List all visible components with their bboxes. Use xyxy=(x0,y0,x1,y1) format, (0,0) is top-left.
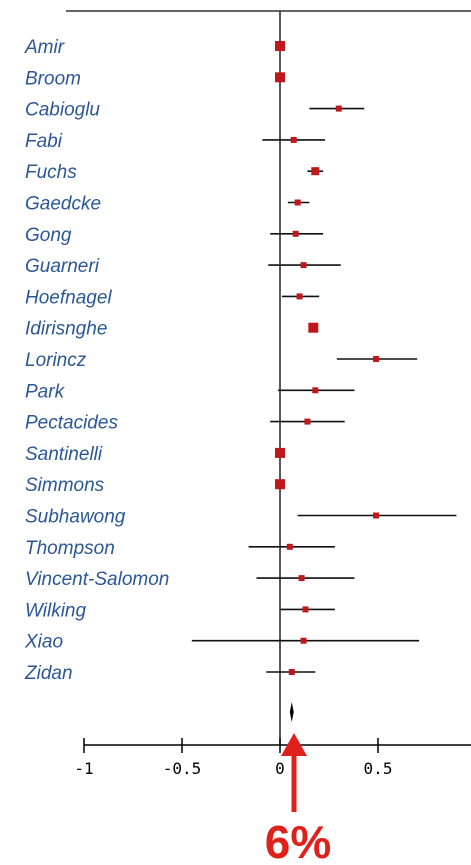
study-row: Gong xyxy=(25,225,324,246)
point-estimate-marker xyxy=(275,479,285,490)
study-row: Simmons xyxy=(25,475,285,496)
point-estimate-marker xyxy=(286,543,293,550)
point-estimate-marker xyxy=(294,199,301,206)
study-label: Cabioglu xyxy=(25,100,100,121)
study-label: Park xyxy=(25,381,66,402)
x-axis: -1-0.500.51 xyxy=(74,738,471,778)
study-label: Wilking xyxy=(25,600,86,621)
point-estimate-marker xyxy=(312,387,319,394)
annotation-arrow xyxy=(281,733,307,812)
pooled-percent-annotation: 6% xyxy=(265,816,331,865)
study-label: Vincent-Salomon xyxy=(25,569,169,590)
point-estimate-marker xyxy=(296,293,303,300)
point-estimate-marker xyxy=(300,637,307,644)
study-label: Xiao xyxy=(24,632,63,653)
point-estimate-marker xyxy=(302,606,309,613)
x-tick-label: -1 xyxy=(74,759,93,778)
study-row: Hoefnagel xyxy=(25,287,320,308)
study-label: Amir xyxy=(24,37,65,58)
pooled-estimate-diamond xyxy=(289,702,294,722)
study-label: Lorincz xyxy=(25,350,87,371)
point-estimate-marker xyxy=(275,447,285,458)
point-estimate-marker xyxy=(311,167,320,176)
study-row: Xiao xyxy=(24,632,420,653)
study-label: Simmons xyxy=(25,475,105,496)
arrow-head xyxy=(281,733,307,756)
point-estimate-marker xyxy=(292,230,299,237)
study-label: Subhawong xyxy=(25,507,126,528)
x-tick-label: 0 xyxy=(275,759,285,778)
point-estimate-marker xyxy=(304,418,311,425)
point-estimate-marker xyxy=(275,72,285,83)
study-row: Broom xyxy=(25,68,285,89)
study-row: Thompson xyxy=(25,538,335,559)
study-label: Idirisnghe xyxy=(25,319,107,340)
study-row: Lorincz xyxy=(25,350,418,371)
study-rows: Amir Broom Cabioglu Fabi Fuchs Gaedcke Gong Gua… xyxy=(24,37,457,684)
study-row: Park xyxy=(25,381,355,402)
study-row: Amir xyxy=(24,37,285,58)
x-tick-label: 0.5 xyxy=(364,759,393,778)
study-row: Cabioglu xyxy=(25,100,365,121)
study-label: Broom xyxy=(25,68,81,89)
study-label: Pectacides xyxy=(25,413,118,434)
point-estimate-marker xyxy=(373,512,380,519)
study-label: Fabi xyxy=(25,131,63,152)
study-row: Zidan xyxy=(24,663,316,684)
study-row: Pectacides xyxy=(25,413,345,434)
study-row: Fabi xyxy=(25,131,326,152)
study-label: Gong xyxy=(25,225,72,246)
study-label: Santinelli xyxy=(25,444,103,465)
study-label: Gaedcke xyxy=(25,194,101,215)
study-row: Gaedcke xyxy=(25,194,310,215)
study-row: Idirisnghe xyxy=(25,319,319,340)
study-label: Zidan xyxy=(24,663,73,684)
point-estimate-marker xyxy=(300,262,307,269)
study-row: Wilking xyxy=(25,600,335,621)
study-row: Vincent-Salomon xyxy=(25,569,355,590)
point-estimate-marker xyxy=(373,356,380,362)
study-row: Subhawong xyxy=(25,507,457,528)
x-tick-label: -0.5 xyxy=(163,759,202,778)
study-label: Fuchs xyxy=(25,162,77,183)
point-estimate-marker xyxy=(335,105,342,112)
point-estimate-marker xyxy=(275,41,285,51)
study-label: Thompson xyxy=(25,538,115,559)
study-row: Fuchs xyxy=(25,162,324,183)
study-row: Santinelli xyxy=(25,444,285,465)
study-row: Guarneri xyxy=(25,256,341,277)
point-estimate-marker xyxy=(290,136,297,143)
study-label: Guarneri xyxy=(25,256,100,277)
point-estimate-marker xyxy=(298,575,305,582)
point-estimate-marker xyxy=(308,322,319,333)
point-estimate-marker xyxy=(288,669,295,675)
study-label: Hoefnagel xyxy=(25,287,112,308)
